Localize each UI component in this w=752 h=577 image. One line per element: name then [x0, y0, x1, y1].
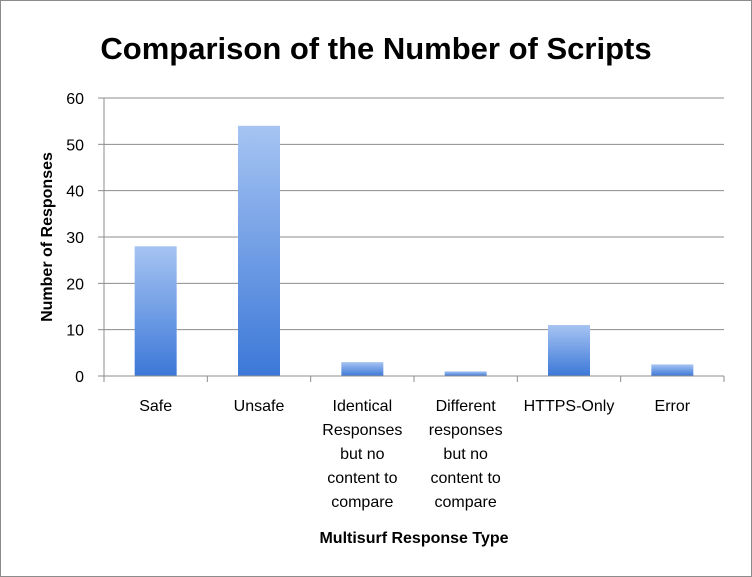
y-tick-label: 30 [66, 230, 84, 247]
category-label: Error [655, 398, 691, 415]
x-axis-categories: Safe Unsafe Identical Responses but no conten… [139, 398, 691, 511]
bar [341, 362, 384, 376]
y-tick-label: 40 [66, 184, 84, 201]
category-label: Safe [139, 398, 172, 415]
y-tick-label: 0 [75, 369, 84, 386]
category-label: Identical Responses but no content to compar… [322, 398, 402, 511]
y-tick-label: 50 [66, 137, 84, 154]
y-axis-ticks: 0 10 20 30 40 50 60 [66, 91, 104, 386]
y-tick-label: 10 [66, 323, 84, 340]
bar [548, 325, 590, 376]
category-label: HTTPS-Only [524, 398, 615, 415]
y-tick-label: 60 [66, 91, 84, 108]
bar [238, 125, 280, 376]
bars [134, 125, 694, 376]
y-axis-title: Number of Responses [39, 152, 56, 322]
chart-title: Comparison of the Number of Scripts [100, 31, 651, 66]
bar [651, 364, 694, 376]
y-tick-label: 20 [66, 276, 84, 293]
x-axis-title: Multisurf Response Type [319, 530, 508, 547]
bar [134, 246, 177, 376]
category-label: Unsafe [234, 398, 285, 415]
bar [444, 371, 487, 376]
category-label: Different responses but no content to compar… [429, 398, 503, 511]
gridlines [104, 97, 724, 331]
x-axis [103, 98, 725, 382]
